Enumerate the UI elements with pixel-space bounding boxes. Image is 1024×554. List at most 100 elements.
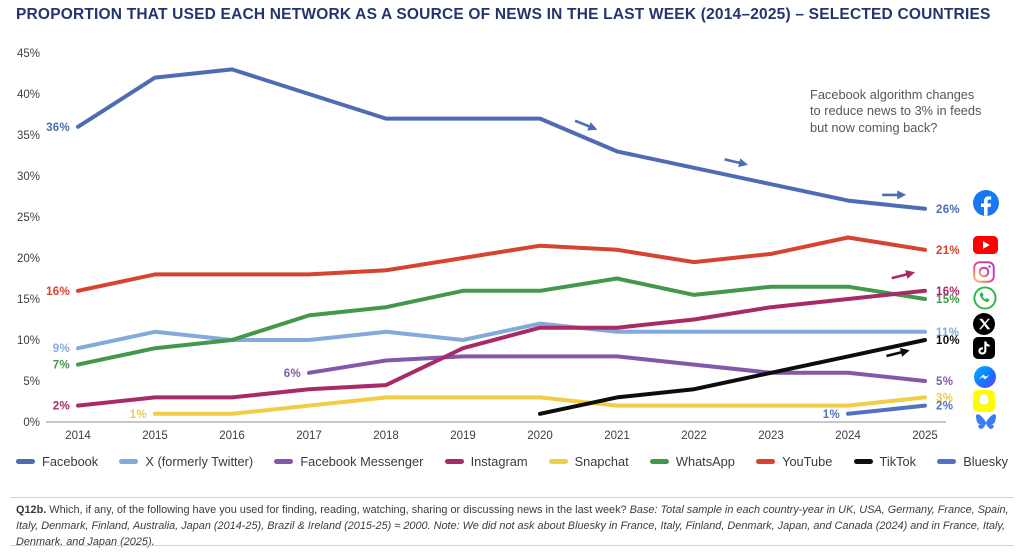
facebook-annotation-text: Facebook algorithm changes to reduce new… [810,87,982,135]
youtube-icon [973,236,998,254]
line-chart: 0% 5% 10% 15% 20% 25% 30% 35% 40% 45% 2014 2015 2016… [17,48,960,442]
legend-item-youtube: YouTube [756,454,832,469]
x-tick-label: 2014 [65,430,91,442]
footnote-question-text: Which, if any, of the following have you… [49,504,627,516]
y-tick-label: 20% [17,253,40,265]
end-value-label-x-formerly-twitter: 11% [936,327,959,339]
legend-label: Facebook [42,454,99,469]
start-value-label-facebook-messenger: 6% [284,368,301,380]
x-tick-label: 2020 [527,430,553,442]
x-tick-label: 2019 [450,430,476,442]
legend-swatch [444,459,464,464]
legend-label: YouTube [782,454,833,469]
x-tick-label: 2015 [142,430,168,442]
end-value-label-whatsapp: 15% [936,294,960,306]
legend-swatch [119,459,139,464]
series-line-facebook [76,67,927,211]
legend-label: Facebook Messenger [300,454,424,469]
end-value-label-facebook-messenger: 5% [936,376,953,388]
legend-label: Snapchat [574,454,629,469]
y-tick-label: 10% [17,335,40,347]
snapchat-icon [973,390,995,412]
legend-swatch [756,459,776,464]
y-tick-label: 15% [17,294,40,306]
legend-item-facebook: Facebook [16,454,98,469]
messenger-icon [973,365,997,389]
legend-label: Instagram [470,454,528,469]
chart-legend: Facebook X (formerly Twitter) Facebook Mes… [0,454,1024,469]
start-value-label-facebook: 36% [46,122,70,134]
y-tick-label: 0% [23,417,40,429]
x-tick-label: 2022 [681,430,707,442]
legend-swatch [274,459,294,464]
x-tick-label: 2017 [296,430,322,442]
trend-arrow-facebook [574,119,598,131]
end-value-label-tiktok: 10% [936,335,960,347]
legend-item-snapchat: Snapchat [548,454,629,469]
series-line-instagram [76,288,927,408]
legend-label: Bluesky [963,454,1008,469]
legend-label: X (formerly Twitter) [145,454,254,469]
series-line-facebook-messenger [307,354,927,383]
tiktok-icon [973,337,995,359]
y-tick-label: 5% [23,376,40,388]
legend-swatch [548,459,568,464]
x-tick-label: 2018 [373,430,399,442]
facebook-icon [973,190,999,216]
instagram-icon [973,261,995,283]
end-value-label-snapchat: 3% [936,392,953,404]
start-value-label-whatsapp: 7% [53,360,70,372]
start-value-label-x-formerly-twitter: 9% [53,343,70,355]
trend-arrow-facebook [882,190,907,200]
end-value-label-bluesky: 2% [936,401,953,413]
page-title: PROPORTION THAT USED EACH NETWORK AS A S… [16,6,991,23]
start-value-label-instagram: 2% [53,401,70,413]
x-tick-label: 2025 [912,430,938,442]
footnote-question-number: Q12b. [16,504,47,516]
y-tick-label: 40% [17,89,40,101]
trend-arrow-facebook [724,158,748,168]
legend-label: WhatsApp [675,454,735,469]
y-tick-label: 35% [17,130,40,142]
end-value-label-youtube: 21% [936,245,960,257]
x-icon [973,313,995,335]
divider-line [10,497,1014,498]
bluesky-icon [973,412,999,436]
series-line-x-formerly-twitter [76,321,927,351]
legend-swatch [649,459,669,464]
start-value-label-youtube: 16% [46,286,70,298]
whatsapp-icon [973,286,997,310]
legend-swatch [853,459,873,464]
end-value-label-facebook: 26% [936,204,960,216]
y-tick-label: 30% [17,171,40,183]
legend-label: TikTok [879,454,917,469]
x-tick-label: 2021 [604,430,630,442]
trend-arrow-instagram [891,270,916,280]
trend-arrow-tiktok [886,348,910,358]
y-tick-label: 25% [17,212,40,224]
legend-item-bluesky: Bluesky [937,454,1008,469]
series-line-whatsapp [76,276,927,367]
x-tick-label: 2024 [835,430,861,442]
legend-item-x-formerly-twitter: X (formerly Twitter) [119,454,253,469]
legend-item-tiktok: TikTok [853,454,917,469]
legend-swatch [16,459,35,464]
footnote: Q12b. Which, if any, of the following ha… [16,503,1012,550]
y-tick-label: 45% [17,48,40,60]
legend-swatch [937,459,957,464]
legend-item-instagram: Instagram [444,454,528,469]
series-line-tiktok [538,338,927,416]
start-value-label-bluesky: 1% [823,409,840,421]
series-line-bluesky [846,403,927,416]
series-line-snapchat [153,395,927,416]
x-tick-label: 2016 [219,430,245,442]
divider-line [10,545,1014,546]
footnote-base-note: Base: Total sample in each country-year … [16,504,1009,548]
start-value-label-snapchat: 1% [130,409,147,421]
legend-item-whatsapp: WhatsApp [649,454,735,469]
series-line-youtube [76,235,927,293]
x-tick-label: 2023 [758,430,784,442]
end-value-label-instagram: 16% [936,286,960,298]
legend-item-facebook-messenger: Facebook Messenger [274,454,423,469]
